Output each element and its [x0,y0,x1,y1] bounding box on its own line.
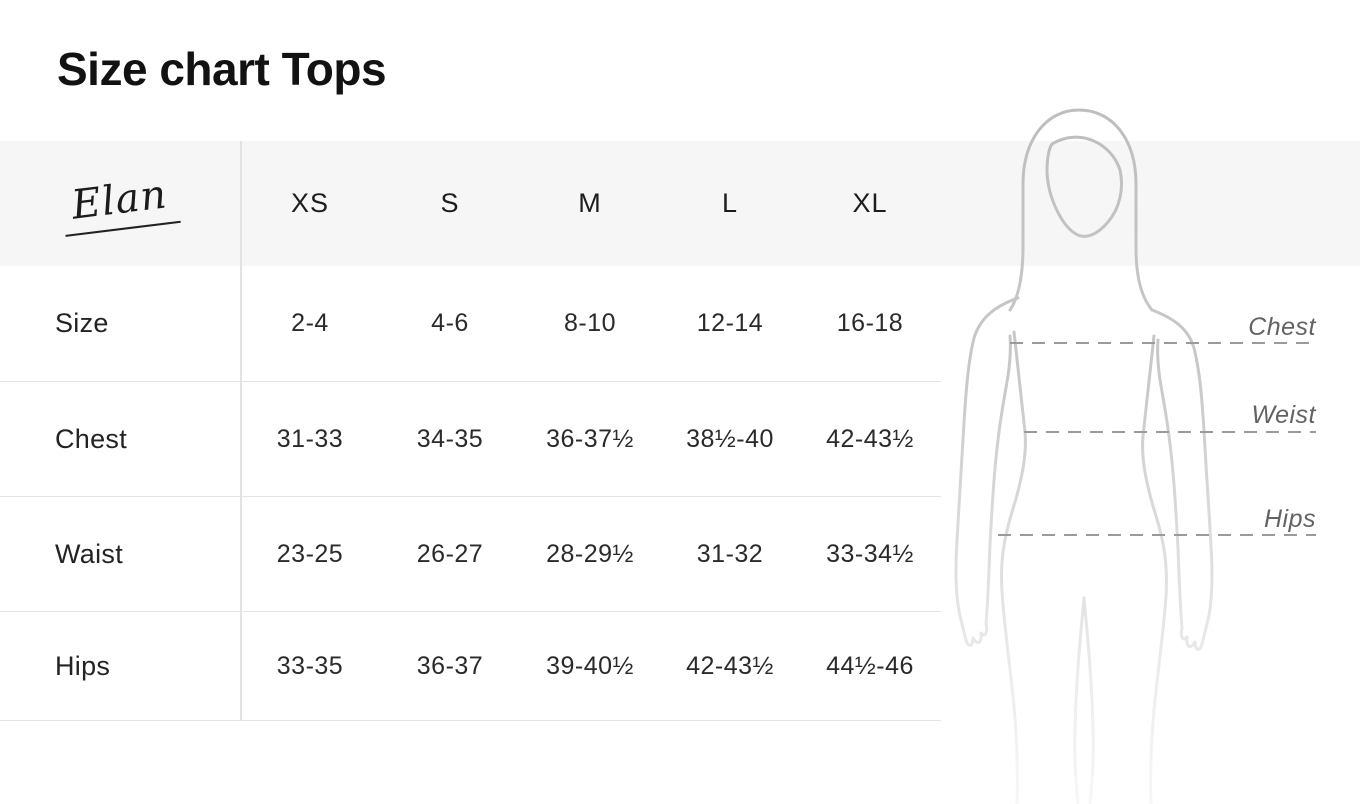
figure-face-outline [1045,135,1123,238]
size-l: 12-14 [696,309,764,337]
waist-xs: 23-25 [276,539,344,568]
chest-s: 34-35 [416,424,484,453]
figure-torso-left [1000,330,1027,804]
column-divider [240,141,242,721]
chest-xs: 31-33 [276,424,344,453]
figure-right-arm [1150,308,1214,651]
row-label-hips: Hips [55,650,111,681]
figure-hair-outline [1008,108,1154,312]
body-figure: Chest Weist Hips [954,108,1316,804]
figure-inner-leg-left [1073,596,1086,804]
column-header-l: L [721,188,739,218]
hips-xl: 44½-46 [826,651,914,680]
waist-m: 28-29½ [546,539,634,568]
hips-label: Hips [1264,505,1316,533]
table-header-row: Elan XS S M L XL [0,141,941,266]
chest-m: 36-37½ [546,424,634,453]
size-xs: 2-4 [291,309,329,337]
table-row-waist: Waist 23-25 26-27 28-29½ 31-32 33-34½ [0,496,941,611]
table-row-chest: Chest 31-33 34-35 36-37½ 38½-40 42-43½ [0,381,941,496]
chest-l: 38½-40 [686,424,774,453]
waist-l: 31-32 [696,539,764,568]
hips-l: 42-43½ [686,651,774,680]
brand-cell: Elan [0,170,240,237]
column-header-xl: XL [852,188,888,218]
row-label-chest: Chest [55,423,128,454]
size-table: Elan XS S M L XL Size 2-4 4-6 8-10 12-14… [0,141,941,721]
hips-m: 39-40½ [546,651,634,680]
waist-label: Weist [1251,401,1316,429]
column-header-m: M [578,188,602,218]
size-m: 8-10 [563,309,617,337]
hips-xs: 33-35 [276,651,344,680]
figure-inner-leg-right [1082,596,1095,804]
table-row-size: Size 2-4 4-6 8-10 12-14 16-18 [0,266,941,381]
brand-logo: Elan [59,170,181,237]
table-row-hips: Hips 33-35 36-37 39-40½ 42-43½ 44½-46 [0,611,941,721]
hips-s: 36-37 [416,651,484,680]
chest-label: Chest [1248,313,1316,341]
row-label-size: Size [55,308,109,338]
size-s: 4-6 [431,309,469,337]
figure-left-arm [954,296,1020,647]
waist-s: 26-27 [416,539,484,568]
column-header-xs: XS [290,188,330,218]
column-header-s: S [440,188,460,218]
row-label-waist: Waist [55,538,123,569]
page-title: Size chart Tops [57,43,387,95]
waist-xl: 33-34½ [826,539,914,568]
size-xl: 16-18 [836,309,904,337]
figure-torso-right [1141,334,1168,804]
chest-xl: 42-43½ [826,424,914,453]
